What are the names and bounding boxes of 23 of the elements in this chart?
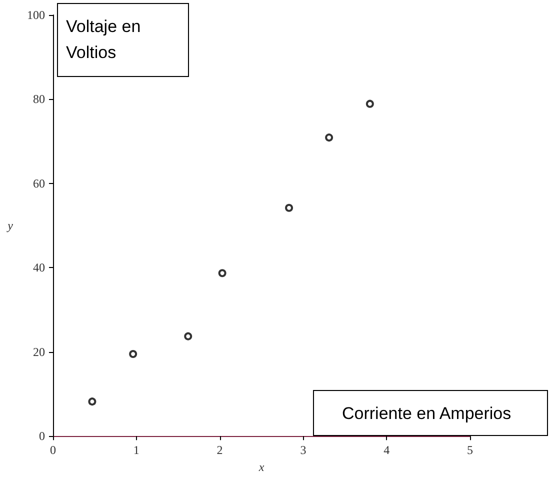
x-tick-label: 1 <box>133 443 140 458</box>
x-tick-label: 0 <box>50 443 56 458</box>
point <box>129 350 138 358</box>
x-tick-label: 2 <box>216 443 223 458</box>
point <box>285 204 294 212</box>
annotation: Voltaje en Voltios <box>57 3 189 77</box>
point <box>218 269 226 278</box>
annotation: Corriente en Amperios <box>313 390 548 436</box>
point <box>184 332 192 340</box>
x-axis-title: x <box>258 460 265 474</box>
x-tick-label: 4 <box>384 443 390 458</box>
y-tick-label: 0 <box>39 429 45 444</box>
y-tick-label: 80 <box>33 92 45 106</box>
point <box>325 134 334 142</box>
y-axis-title: y <box>6 218 14 233</box>
point <box>366 100 374 108</box>
point <box>88 398 96 406</box>
y-tick-label: 60 <box>33 176 45 190</box>
y-tick-label: 100 <box>27 8 45 22</box>
y-tick-label: 40 <box>33 260 45 275</box>
x-tick-label: 5 <box>467 443 473 458</box>
y-tick-label: 20 <box>33 344 45 359</box>
x-tick-label: 3 <box>300 443 306 458</box>
